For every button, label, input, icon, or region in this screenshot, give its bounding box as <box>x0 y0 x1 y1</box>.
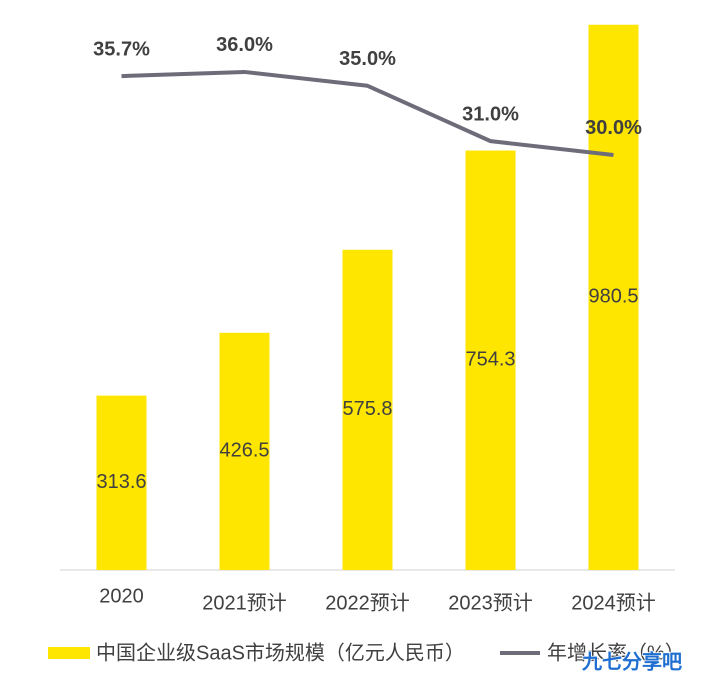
x-tick-label: 2023预计 <box>448 591 533 614</box>
watermark: 九七分享吧 <box>581 649 682 673</box>
line-value-label: 30.0% <box>585 117 642 139</box>
bar <box>588 24 639 571</box>
legend-label: 年增长率（%） <box>547 641 685 664</box>
bar-value-label: 575.8 <box>342 398 392 420</box>
bar-value-label: 980.5 <box>588 286 638 308</box>
growth-line <box>121 69 614 157</box>
legend-swatch <box>48 647 90 659</box>
bar-value-label: 426.5 <box>219 440 269 462</box>
line-value-label: 35.7% <box>93 38 150 60</box>
line-value-label: 36.0% <box>216 34 273 56</box>
x-tick-label: 2024预计 <box>571 591 656 614</box>
bar <box>219 332 270 570</box>
bar <box>342 249 393 571</box>
x-tick-label: 2020 <box>99 585 144 607</box>
bar <box>465 150 516 570</box>
x-tick-label: 2021预计 <box>202 591 287 614</box>
bar <box>96 395 147 570</box>
bar-value-label: 313.6 <box>96 471 146 493</box>
x-tick-label: 2022预计 <box>325 591 410 614</box>
line-value-label: 31.0% <box>462 103 519 125</box>
line-value-label: 35.0% <box>339 48 396 70</box>
bar-value-label: 754.3 <box>465 349 515 371</box>
legend-label: 中国企业级SaaS市场规模（亿元人民币） <box>96 641 465 664</box>
